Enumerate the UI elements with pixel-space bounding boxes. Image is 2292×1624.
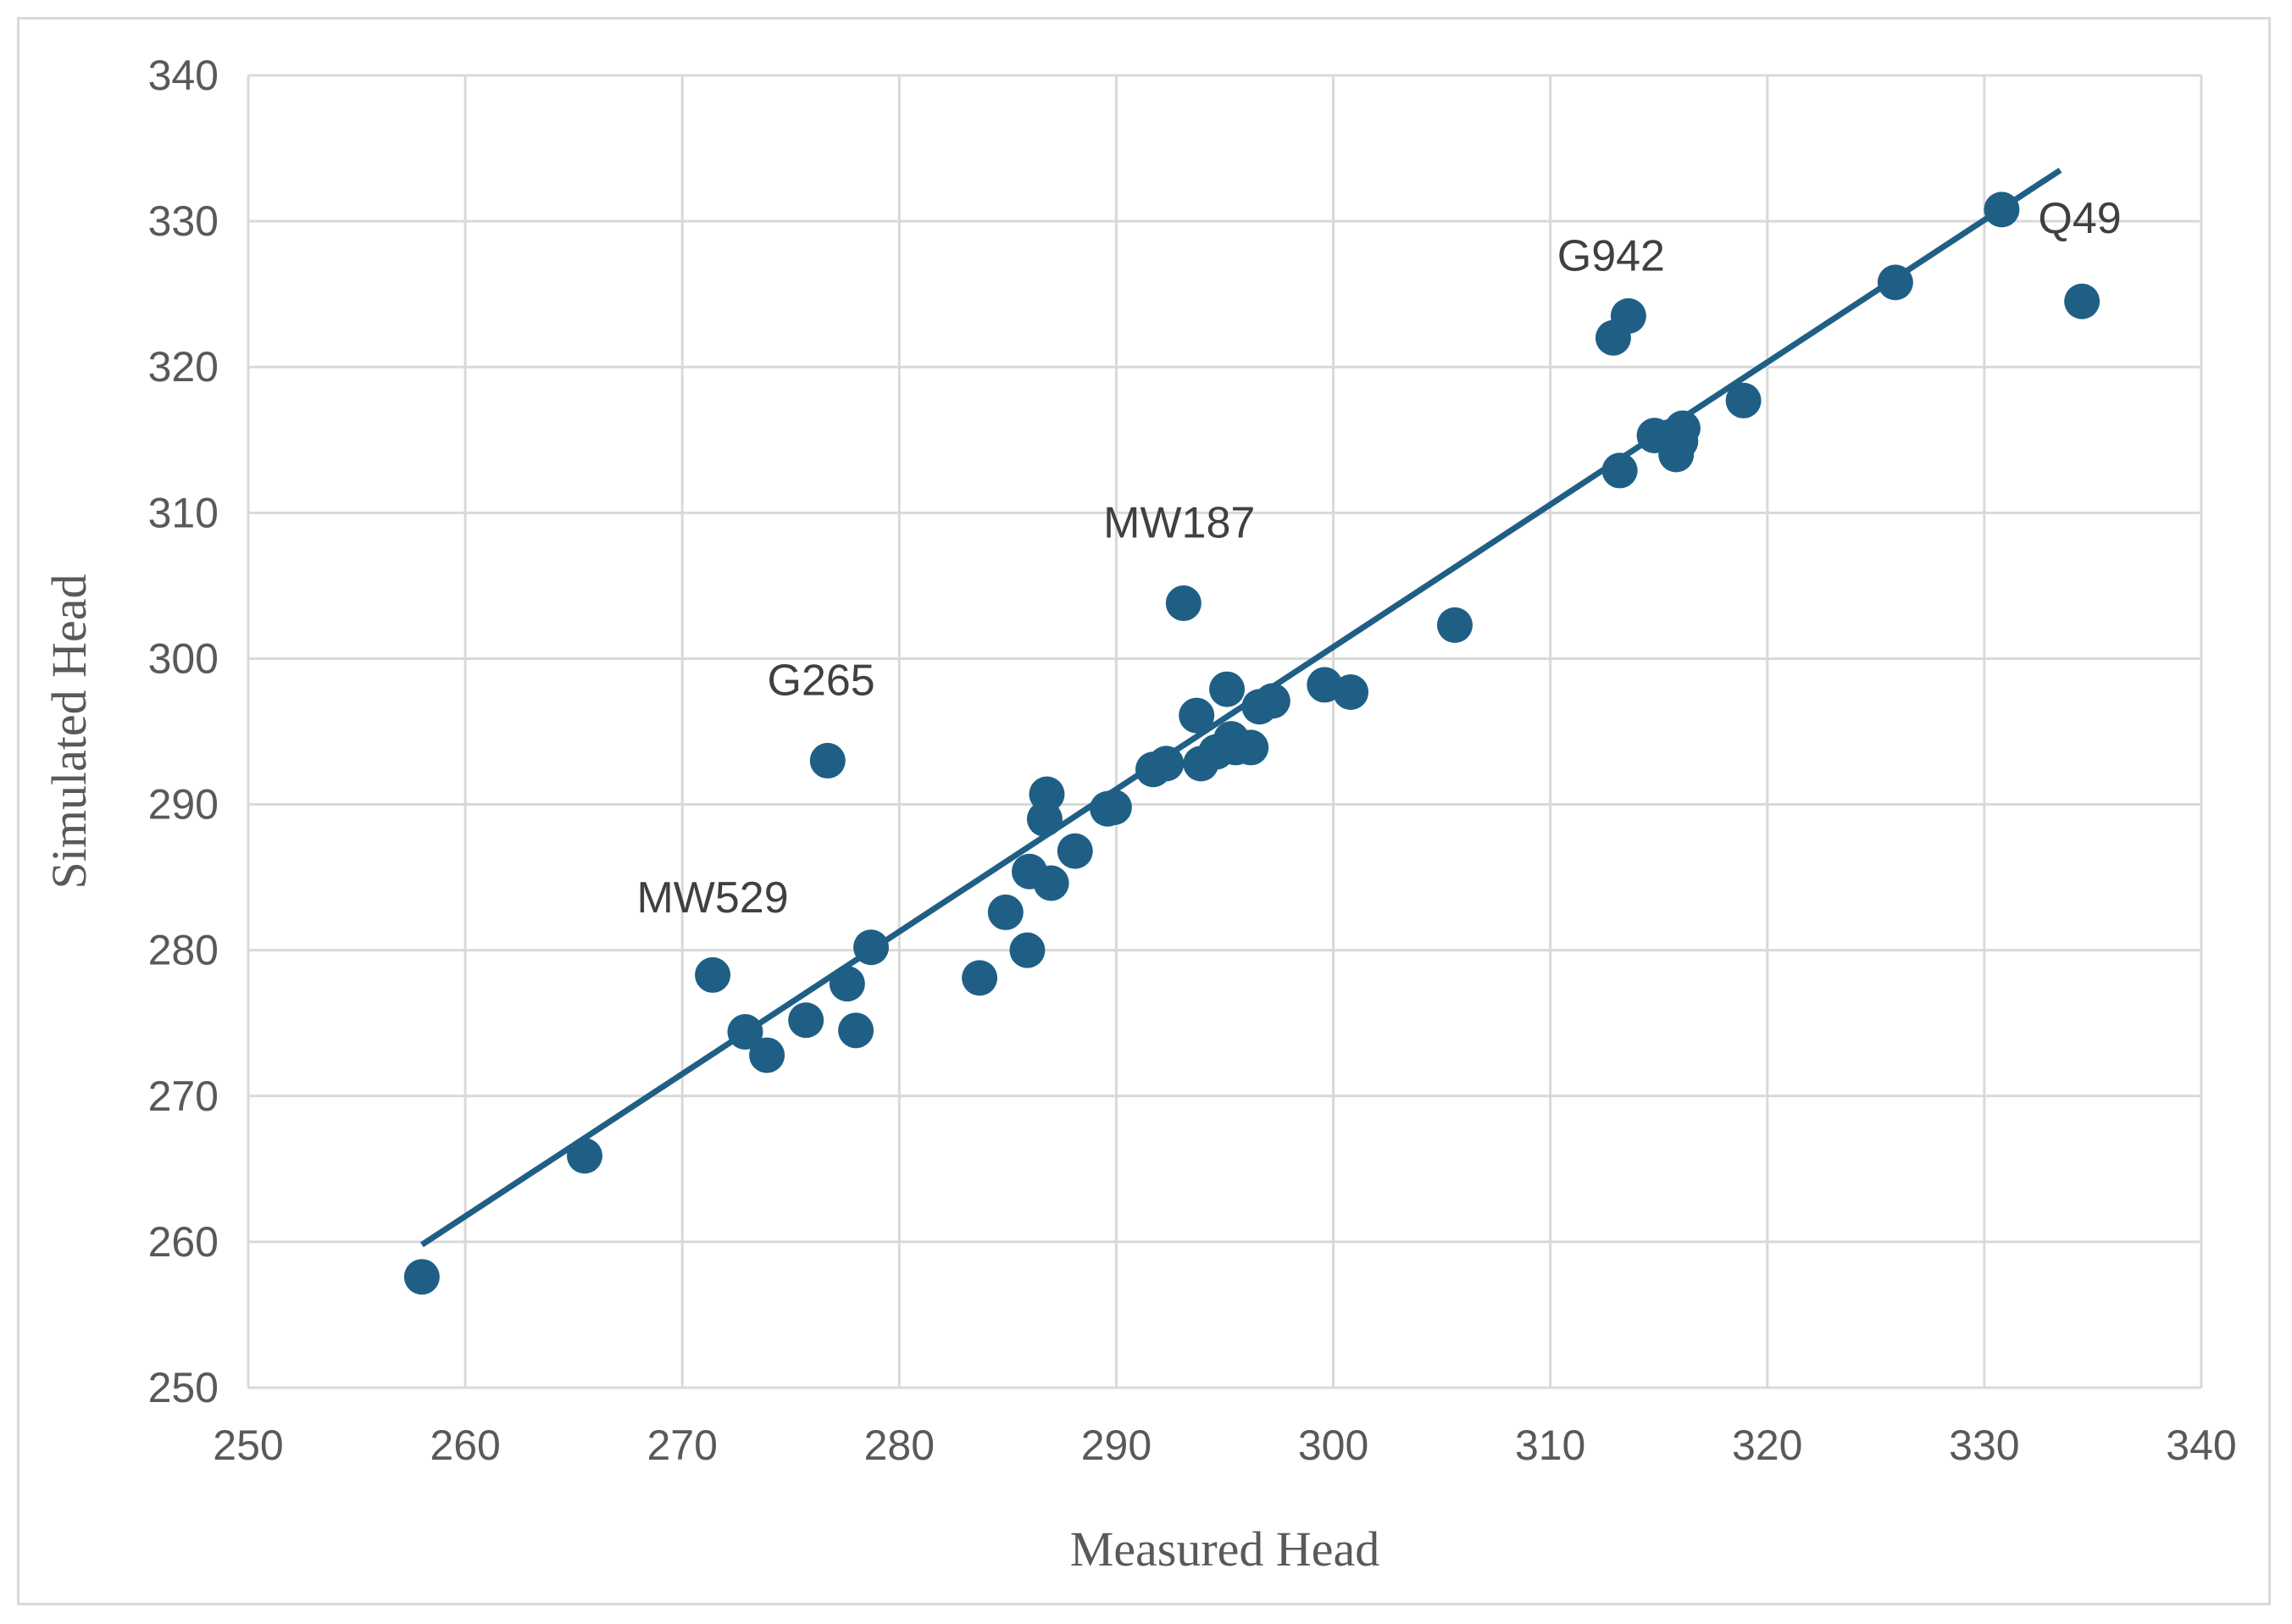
gridlines: [247, 74, 2203, 1389]
data-point: [1209, 671, 1246, 707]
data-point: [1029, 776, 1065, 812]
point-annotation: G942: [1557, 232, 1665, 281]
y-tick-label: 290: [148, 781, 219, 829]
data-point: [2064, 283, 2101, 319]
data-point: [853, 929, 890, 966]
data-point: [403, 1259, 440, 1295]
point-annotation: MW187: [1103, 499, 1255, 548]
y-tick-label: 310: [148, 489, 219, 536]
data-point: [1436, 607, 1473, 643]
x-axis-title: Measured Head: [1070, 1521, 1380, 1577]
y-tick-label: 260: [148, 1218, 219, 1266]
x-tick-label: 270: [647, 1422, 718, 1469]
trendline: [419, 167, 2062, 1248]
x-tick-label: 280: [864, 1422, 935, 1469]
x-tick-label: 320: [1732, 1422, 1802, 1469]
y-tick-label: 250: [148, 1364, 219, 1411]
y-axis-ticks: 250 260 270 280 290 300 310 320 330 340: [148, 52, 219, 1411]
point-annotation: MW529: [636, 873, 788, 923]
x-tick-label: 310: [1515, 1422, 1585, 1469]
data-point: [838, 1012, 874, 1049]
data-point: [1096, 789, 1132, 825]
x-tick-label: 340: [2166, 1422, 2236, 1469]
data-point: [1664, 410, 1701, 446]
chart-frame: 250 260 270 280 290 300 310 320 330 340 250 260 270…: [17, 17, 2271, 1605]
data-point: [987, 894, 1024, 930]
data-point: [1725, 382, 1762, 418]
data-point: [1165, 585, 1201, 622]
data-point: [566, 1138, 602, 1174]
x-tick-label: 290: [1081, 1422, 1152, 1469]
y-tick-label: 340: [148, 52, 219, 99]
data-point: [1033, 865, 1069, 901]
y-tick-label: 270: [148, 1073, 219, 1120]
y-tick-label: 320: [148, 343, 219, 391]
data-point: [829, 966, 865, 1002]
scatter-chart: 250 260 270 280 290 300 310 320 330 340 250 260 270…: [42, 52, 2237, 1577]
y-tick-label: 280: [148, 927, 219, 974]
data-point: [809, 742, 846, 779]
data-point: [1984, 191, 2020, 228]
data-point: [727, 1014, 763, 1050]
data-point: [962, 960, 998, 996]
y-tick-label: 330: [148, 197, 219, 245]
data-point: [1057, 833, 1093, 869]
data-point: [1233, 729, 1269, 766]
y-axis-title: Simulated Head: [42, 574, 97, 889]
point-annotation: Q49: [2038, 194, 2121, 243]
data-point: [1610, 297, 1646, 334]
data-point: [788, 1002, 824, 1039]
data-point: [695, 956, 731, 993]
x-tick-label: 300: [1298, 1422, 1368, 1469]
y-tick-label: 300: [148, 635, 219, 682]
x-tick-label: 260: [430, 1422, 500, 1469]
data-point: [1601, 452, 1638, 489]
data-point: [1877, 264, 1913, 301]
data-point: [1148, 745, 1185, 782]
data-point: [1333, 674, 1369, 711]
x-tick-label: 250: [213, 1422, 283, 1469]
x-tick-label: 330: [1949, 1422, 2019, 1469]
data-point: [749, 1037, 785, 1073]
point-annotations: MW529 G265 MW187 G942 Q49: [636, 194, 2121, 923]
data-point: [1009, 932, 1046, 968]
data-points: [403, 191, 2101, 1295]
point-annotation: G265: [768, 656, 875, 705]
data-point: [1254, 683, 1290, 719]
data-point: [1179, 697, 1215, 734]
x-axis-ticks: 250 260 270 280 290 300 310 320 330 340: [213, 1422, 2236, 1469]
